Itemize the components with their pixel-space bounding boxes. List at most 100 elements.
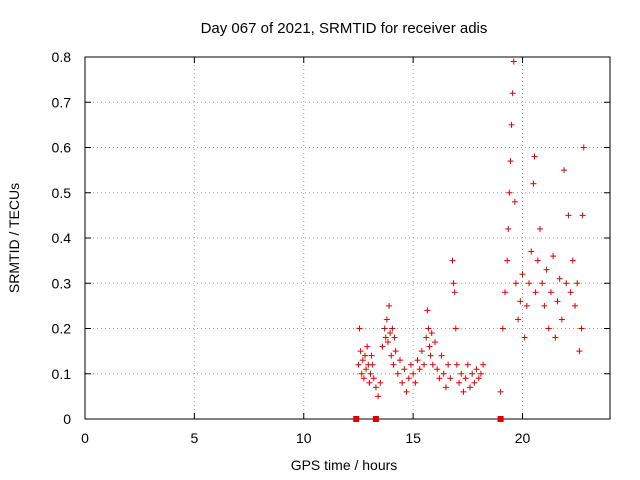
data-point	[390, 361, 397, 368]
data-point	[519, 271, 526, 278]
data-point	[452, 325, 459, 332]
data-point	[469, 370, 476, 377]
data-point	[504, 257, 511, 264]
data-point	[379, 343, 386, 350]
x-axis-label: GPS time / hours	[291, 457, 398, 473]
data-point	[377, 379, 384, 386]
y-tick-label: 0.1	[52, 366, 72, 382]
data-point	[528, 248, 535, 255]
data-point	[530, 180, 537, 187]
data-point	[521, 334, 528, 341]
data-point	[399, 379, 406, 386]
data-point	[532, 289, 539, 296]
data-point	[383, 316, 390, 323]
plot-frame	[84, 56, 611, 420]
axis-ticks	[84, 56, 610, 420]
data-point	[473, 366, 480, 373]
data-point	[410, 370, 417, 377]
data-point	[424, 307, 431, 314]
data-point	[579, 212, 586, 219]
gap-marker	[497, 416, 504, 422]
data-point	[480, 361, 487, 368]
data-point	[507, 158, 514, 165]
data-point	[458, 370, 465, 377]
data-point	[556, 275, 563, 282]
data-point	[558, 316, 565, 323]
data-point	[436, 375, 443, 382]
data-point	[447, 375, 454, 382]
data-point	[429, 361, 436, 368]
data-point	[440, 370, 447, 377]
data-point	[401, 366, 408, 373]
data-point	[364, 343, 371, 350]
data-point	[569, 257, 576, 264]
data-point	[541, 302, 548, 309]
data-point	[368, 352, 375, 359]
y-tick-label: 0.6	[52, 140, 72, 156]
data-point	[511, 198, 518, 205]
data-point	[407, 361, 414, 368]
data-point	[389, 325, 396, 332]
data-point	[450, 280, 457, 287]
data-point	[403, 388, 410, 395]
data-point	[370, 375, 377, 382]
data-point	[526, 280, 533, 287]
data-point	[464, 361, 471, 368]
data-point	[471, 379, 478, 386]
y-tick-label: 0.4	[52, 230, 72, 246]
data-point	[388, 352, 395, 359]
data-point	[451, 289, 458, 296]
data-point	[357, 348, 364, 355]
data-point	[456, 379, 463, 386]
data-point	[428, 330, 435, 337]
data-point	[505, 225, 512, 232]
data-point	[515, 316, 522, 323]
gap-marker	[353, 416, 360, 422]
data-point	[512, 280, 519, 287]
data-point	[369, 361, 376, 368]
data-point	[563, 280, 570, 287]
data-point	[382, 334, 389, 341]
data-point	[392, 348, 399, 355]
data-point	[508, 121, 515, 128]
x-tick-label: 0	[81, 430, 89, 446]
data-point	[534, 257, 541, 264]
data-point	[355, 361, 362, 368]
y-tick-label: 0.3	[52, 275, 72, 291]
data-point	[576, 348, 583, 355]
x-tick-label: 15	[405, 430, 421, 446]
data-point	[356, 325, 363, 332]
x-tick-label: 5	[190, 430, 198, 446]
y-tick-label: 0.8	[52, 49, 72, 65]
data-point	[425, 325, 432, 332]
data-point	[366, 379, 373, 386]
data-point	[561, 167, 568, 174]
chart-title: Day 067 of 2021, SRMTID for receiver adi…	[201, 20, 488, 37]
data-point	[414, 357, 421, 364]
data-point	[359, 357, 366, 364]
data-point	[580, 144, 587, 151]
data-point	[360, 375, 367, 382]
data-point	[386, 302, 393, 309]
data-point	[387, 330, 394, 337]
grid-lines	[85, 57, 610, 419]
data-point	[567, 289, 574, 296]
data-point	[367, 370, 374, 377]
data-point	[509, 90, 516, 97]
data-point	[362, 352, 368, 359]
data-point	[502, 289, 508, 296]
data-point	[405, 375, 412, 382]
y-axis-label: SRMTID / TECUs	[6, 183, 22, 293]
data-point	[510, 58, 517, 65]
data-point	[565, 212, 572, 219]
data-point	[449, 257, 456, 264]
data-point	[475, 375, 482, 382]
data-point	[572, 302, 578, 309]
data-point	[445, 361, 452, 368]
x-tick-label: 20	[515, 430, 531, 446]
data-point	[427, 352, 434, 359]
data-point	[574, 280, 581, 287]
data-point	[453, 361, 460, 368]
data-point	[545, 325, 552, 332]
